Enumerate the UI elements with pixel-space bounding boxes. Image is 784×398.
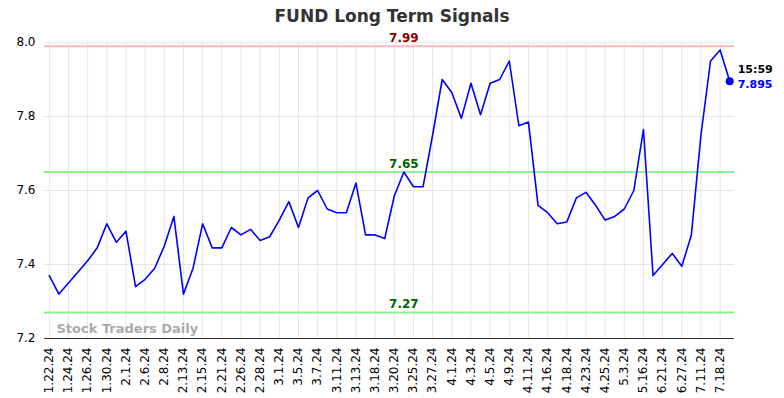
svg-text:7.4: 7.4 <box>16 257 35 271</box>
svg-text:6.21.24: 6.21.24 <box>655 348 669 394</box>
svg-text:7.2: 7.2 <box>16 331 35 345</box>
html-text:FUND Long Term Signals: FUND Long Term Signals <box>274 6 510 26</box>
svg-text:4.25.24: 4.25.24 <box>598 348 612 394</box>
svg-text:7.895: 7.895 <box>738 78 773 91</box>
svg-text:7.18.24: 7.18.24 <box>713 348 727 394</box>
svg-text:3.25.24: 3.25.24 <box>406 348 420 394</box>
svg-text:2.13.24: 2.13.24 <box>176 348 190 394</box>
svg-text:4.16.24: 4.16.24 <box>540 348 554 394</box>
svg-text:7.8: 7.8 <box>16 109 35 123</box>
svg-text:1.24.24: 1.24.24 <box>61 348 75 394</box>
svg-text:3.18.24: 3.18.24 <box>368 348 382 394</box>
svg-text:3.27.24: 3.27.24 <box>425 348 439 394</box>
svg-text:2.1.24: 2.1.24 <box>119 348 133 386</box>
svg-text:3.13.24: 3.13.24 <box>349 348 363 394</box>
svg-text:15:59: 15:59 <box>738 63 773 76</box>
svg-text:2.28.24: 2.28.24 <box>253 348 267 394</box>
svg-text:Stock Traders Daily: Stock Traders Daily <box>57 321 199 336</box>
svg-text:3.1.24: 3.1.24 <box>272 348 286 386</box>
svg-text:2.21.24: 2.21.24 <box>215 348 229 394</box>
svg-text:2.26.24: 2.26.24 <box>234 348 248 394</box>
svg-text:4.5.24: 4.5.24 <box>483 348 497 386</box>
svg-text:3.11.24: 3.11.24 <box>330 348 344 394</box>
svg-text:5.3.24: 5.3.24 <box>617 348 631 386</box>
svg-text:1.22.24: 1.22.24 <box>42 348 56 394</box>
svg-text:4.11.24: 4.11.24 <box>521 348 535 394</box>
svg-text:4.9.24: 4.9.24 <box>502 348 516 386</box>
svg-text:6.27.24: 6.27.24 <box>675 348 689 394</box>
svg-text:2.6.24: 2.6.24 <box>138 348 152 386</box>
svg-text:7.99: 7.99 <box>389 31 419 45</box>
svg-text:2.8.24: 2.8.24 <box>157 348 171 386</box>
svg-text:3.5.24: 3.5.24 <box>291 348 305 386</box>
svg-text:7.11.24: 7.11.24 <box>694 348 708 394</box>
svg-text:1.26.24: 1.26.24 <box>80 348 94 394</box>
svg-text:5.16.24: 5.16.24 <box>636 348 650 394</box>
svg-text:7.65: 7.65 <box>389 157 419 171</box>
svg-text:3.20.24: 3.20.24 <box>387 348 401 394</box>
svg-text:8.0: 8.0 <box>16 35 35 49</box>
svg-text:7.6: 7.6 <box>16 183 35 197</box>
svg-text:2.15.24: 2.15.24 <box>195 348 209 394</box>
svg-text:4.3.24: 4.3.24 <box>464 348 478 386</box>
svg-text:4.1.24: 4.1.24 <box>445 348 459 386</box>
svg-text:4.23.24: 4.23.24 <box>579 348 593 394</box>
svg-text:7.27: 7.27 <box>389 297 419 311</box>
svg-text:3.7.24: 3.7.24 <box>310 348 324 386</box>
svg-text:1.30.24: 1.30.24 <box>100 348 114 394</box>
svg-text:4.18.24: 4.18.24 <box>560 348 574 394</box>
